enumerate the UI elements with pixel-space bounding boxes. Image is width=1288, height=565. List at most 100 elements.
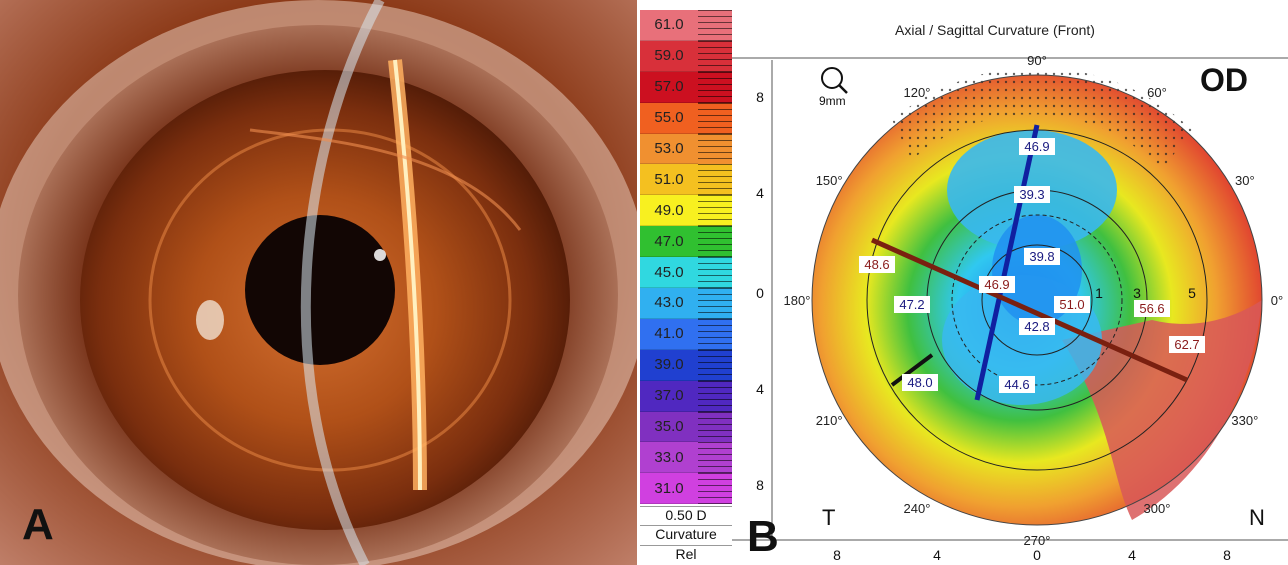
scale-value: 37.0	[640, 380, 698, 412]
scale-swatch	[698, 411, 732, 443]
angle-label: 180°	[784, 293, 811, 308]
scale-value: 57.0	[640, 71, 698, 103]
reading-box	[999, 376, 1035, 393]
scale-row: 53.0	[640, 133, 733, 165]
curvature-reading: 51.0	[1059, 297, 1084, 312]
ring-label: 1	[1095, 285, 1103, 301]
scale-value: 47.0	[640, 226, 698, 258]
scale-value: 59.0	[640, 40, 698, 72]
curvature-reading: 42.8	[1024, 319, 1049, 334]
scale-value: 61.0	[640, 10, 698, 41]
panel-label-b: B	[747, 512, 779, 561]
angle-label: 60°	[1147, 85, 1167, 100]
scale-row: 35.0	[640, 411, 733, 443]
y-axis-tick: 8	[756, 477, 764, 493]
y-axis-tick: 8	[756, 89, 764, 105]
scale-swatch	[698, 226, 732, 258]
scale-swatch	[698, 380, 732, 412]
reading-box	[1024, 248, 1060, 265]
angle-label: 240°	[904, 501, 931, 516]
scale-value: 53.0	[640, 133, 698, 165]
reading-box	[1054, 296, 1090, 313]
scale-row: 57.0	[640, 71, 733, 103]
angle-label: 270°	[1024, 533, 1051, 548]
scale-value: 51.0	[640, 164, 698, 196]
reading-box	[1014, 186, 1050, 203]
angle-label: 150°	[816, 173, 843, 188]
scale-swatch	[698, 71, 732, 103]
scale-swatch	[698, 164, 732, 196]
ring-label: 5	[1188, 285, 1196, 301]
scale-row: 43.0	[640, 288, 733, 319]
color-scale: 61.0 59.0 57.0 55.0 53.0 51.0 49.0 47.0 45.0 43.0…	[640, 10, 733, 505]
curvature-reading: 39.8	[1029, 249, 1054, 264]
scale-row: 41.0	[640, 318, 733, 350]
scale-row: 51.0	[640, 164, 733, 196]
topography-panel: 61.0 59.0 57.0 55.0 53.0 51.0 49.0 47.0 45.0 43.0…	[637, 0, 1288, 565]
scale-value: 43.0	[640, 288, 698, 319]
scale-swatch	[698, 318, 732, 350]
scale-step: 0.50 D	[640, 506, 732, 523]
scale-value: 55.0	[640, 102, 698, 134]
x-axis-tick: 4	[1128, 547, 1136, 563]
curvature-reading: 47.2	[899, 297, 924, 312]
scale-row: 49.0	[640, 195, 733, 227]
scale-row: 45.0	[640, 257, 733, 289]
x-axis-tick: 8	[1223, 547, 1231, 563]
curvature-reading: 46.9	[984, 277, 1009, 292]
curvature-reading: 39.3	[1019, 187, 1044, 202]
curvature-reading: 48.0	[907, 375, 932, 390]
scale-swatch	[698, 102, 732, 134]
scale-value: 33.0	[640, 442, 698, 474]
scale-value: 35.0	[640, 411, 698, 443]
scale-swatch	[698, 257, 732, 289]
reading-box	[979, 276, 1015, 293]
x-axis-tick: 8	[833, 547, 841, 563]
scale-swatch	[698, 442, 732, 474]
scale-mode: Curvature	[640, 525, 732, 542]
eye-photo-illustration	[0, 0, 637, 565]
map-title: Axial / Sagittal Curvature (Front)	[895, 22, 1095, 38]
reading-box	[894, 296, 930, 313]
reading-box	[1019, 318, 1055, 335]
scale-row: 61.0	[640, 10, 733, 41]
scale-ref: Rel	[640, 545, 732, 562]
eye-side: OD	[1200, 62, 1248, 98]
angle-label: 120°	[904, 85, 931, 100]
scale-row: 37.0	[640, 380, 733, 412]
scale-swatch	[698, 195, 732, 227]
nasal-label: N	[1249, 505, 1265, 530]
reading-box	[1019, 138, 1055, 155]
temporal-label: T	[822, 505, 836, 530]
angle-label: 330°	[1231, 413, 1258, 428]
zoom-icon[interactable]	[821, 67, 848, 94]
scale-value: 45.0	[640, 257, 698, 289]
scale-value: 31.0	[640, 473, 698, 505]
curvature-reading: 62.7	[1174, 337, 1199, 352]
scale-swatch	[698, 349, 732, 381]
curvature-reading: 48.6	[864, 257, 889, 272]
angle-label: 300°	[1144, 501, 1171, 516]
reading-box	[1134, 300, 1170, 317]
scale-value: 39.0	[640, 349, 698, 381]
scale-row: 55.0	[640, 102, 733, 134]
angle-label: 210°	[816, 413, 843, 428]
reading-box	[1169, 336, 1205, 353]
scale-swatch	[698, 473, 732, 505]
curvature-reading: 56.6	[1139, 301, 1164, 316]
scale-row: 39.0	[640, 349, 733, 381]
y-axis-tick: 0	[756, 285, 764, 301]
ring-label: 3	[1133, 285, 1141, 301]
scale-swatch	[698, 40, 732, 72]
scale-swatch	[698, 10, 732, 41]
x-axis-tick: 0	[1033, 547, 1041, 563]
reading-box	[859, 256, 895, 273]
zoom-level: 9mm	[819, 94, 846, 108]
reading-box	[902, 374, 938, 391]
curvature-reading: 44.6	[1004, 377, 1029, 392]
angle-label: 0°	[1271, 293, 1283, 308]
angle-label: 90°	[1027, 53, 1047, 68]
curvature-reading: 46.9	[1024, 139, 1049, 154]
scale-row: 59.0	[640, 40, 733, 72]
curvature-map: 46.9 39.3 39.8 42.8 44.6 48.6 47.2 46.9 51.0 56.6…	[732, 53, 1288, 563]
